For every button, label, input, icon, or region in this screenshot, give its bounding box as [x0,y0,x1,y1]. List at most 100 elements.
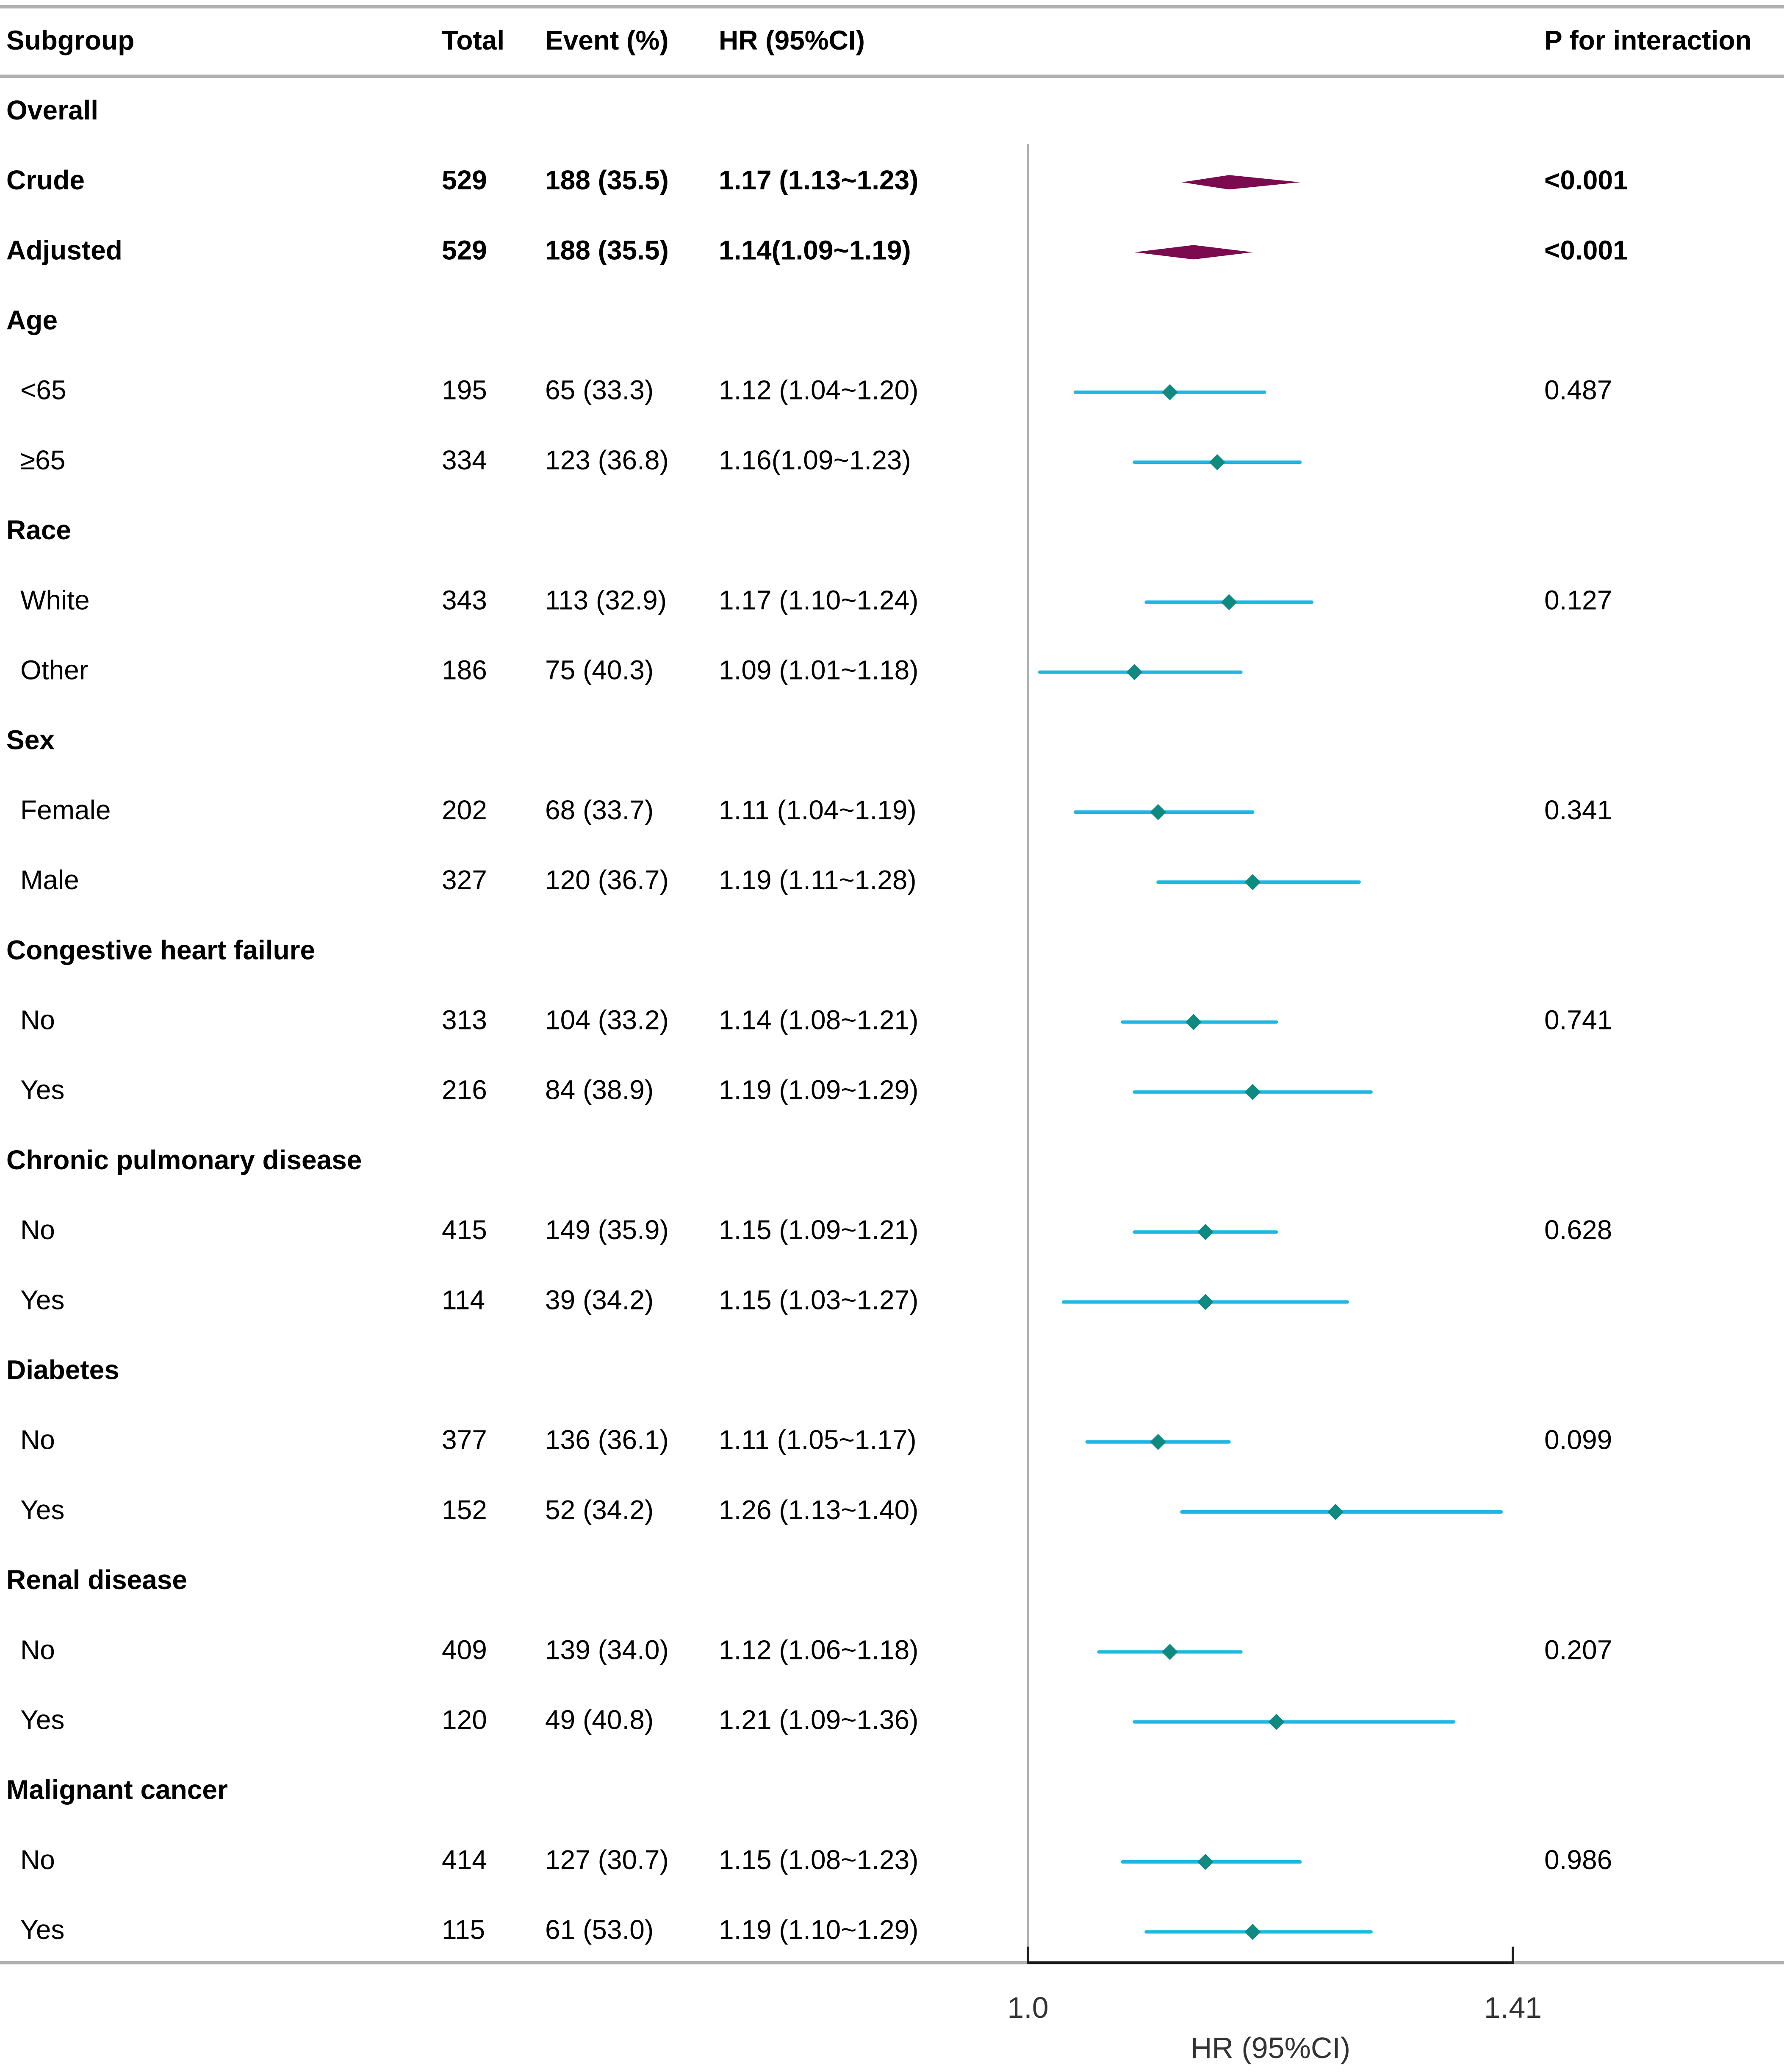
cell-event: 61 (53.0) [545,1914,654,1945]
forest-plot-area [1027,144,1503,1963]
cell-p-interaction: 0.986 [1544,1845,1612,1875]
row-label: No [20,1215,55,1245]
subgroup-row: Yes 120 49 (40.8) 1.21 (1.09~1.36) [20,1705,918,1735]
row-label: Renal disease [6,1564,187,1595]
cell-total: 415 [442,1215,487,1245]
group-header-row: Race [6,515,71,545]
cell-total: 414 [442,1845,487,1875]
subgroup-row: No 409 139 (34.0) 1.12 (1.06~1.18) 0.207 [20,1634,1612,1665]
row-label: Yes [20,1075,64,1105]
hr-point [1162,384,1178,400]
subgroup-row: ≥65 334 123 (36.8) 1.16(1.09~1.23) [20,445,911,475]
row-label: Female [20,795,111,825]
cell-event: 39 (34.2) [545,1284,654,1315]
hr-point [1244,1924,1261,1940]
group-header-row: Age [6,305,58,336]
cell-event: 188 (35.5) [545,165,669,195]
row-label: No [20,1005,55,1035]
cell-total: 186 [442,655,487,685]
hr-point [1197,1294,1213,1310]
row-label: Yes [20,1914,64,1945]
row-label: ≥65 [20,445,65,475]
cell-total: 377 [442,1425,487,1455]
row-label: No [20,1845,55,1875]
cell-p-interaction: 0.207 [1544,1634,1612,1665]
cell-hr: 1.15 (1.09~1.21) [719,1215,918,1245]
row-label: Congestive heart failure [6,935,315,965]
cell-event: 127 (30.7) [545,1845,669,1875]
cell-total: 409 [442,1634,487,1665]
cell-event: 113 (32.9) [545,585,667,615]
hr-point [1268,1714,1285,1730]
summary-row: Crude 529 188 (35.5) 1.17 (1.13~1.23) <0.001 [6,165,1628,195]
cell-event: 52 (34.2) [545,1495,654,1525]
subgroup-row: White 343 113 (32.9) 1.17 (1.10~1.24) 0.127 [20,585,1612,615]
hr-point [1126,664,1143,680]
cell-hr: 1.12 (1.04~1.20) [719,375,918,405]
x-tick-label: 1.41 [1484,1991,1542,2024]
cell-p-interaction: 0.341 [1544,795,1612,825]
cell-total: 343 [442,585,487,615]
cell-event: 65 (33.3) [545,375,654,405]
hr-point [1150,1434,1166,1450]
hr-point [1185,1014,1202,1030]
cell-event: 123 (36.8) [545,445,669,475]
cell-hr: 1.21 (1.09~1.36) [719,1705,918,1735]
hr-point [1150,804,1166,820]
summary-diamond [1182,175,1300,190]
cell-event: 104 (33.2) [545,1005,669,1035]
row-label: Other [20,655,88,685]
group-header-row: Diabetes [6,1355,119,1385]
cell-event: 75 (40.3) [545,655,654,685]
row-label: Yes [20,1705,64,1735]
hr-point [1221,594,1237,610]
cell-hr: 1.12 (1.06~1.18) [719,1634,918,1665]
subgroup-row: No 415 149 (35.9) 1.15 (1.09~1.21) 0.628 [20,1215,1612,1245]
cell-event: 49 (40.8) [545,1705,654,1735]
group-header-row: Sex [6,725,55,755]
subgroup-row: No 313 104 (33.2) 1.14 (1.08~1.21) 0.741 [20,1005,1612,1035]
subgroup-row: Male 327 120 (36.7) 1.19 (1.11~1.28) [20,865,917,895]
hr-point [1162,1644,1178,1660]
subgroup-row: Yes 115 61 (53.0) 1.19 (1.10~1.29) [20,1914,918,1945]
cell-hr: 1.19 (1.10~1.29) [719,1914,918,1945]
row-label: Age [6,305,58,336]
subgroup-row: No 377 136 (36.1) 1.11 (1.05~1.17) 0.099 [20,1425,1612,1455]
cell-total: 216 [442,1075,487,1105]
cell-hr: 1.15 (1.08~1.23) [719,1845,918,1875]
cell-hr: 1.09 (1.01~1.18) [719,655,918,685]
subgroup-row: No 414 127 (30.7) 1.15 (1.08~1.23) 0.986 [20,1845,1612,1875]
group-header-row: Overall [6,95,98,125]
row-label: Adjusted [6,235,122,265]
cell-total: 529 [442,235,487,265]
cell-p-interaction: <0.001 [1544,165,1628,195]
subgroup-row: Yes 114 39 (34.2) 1.15 (1.03~1.27) [20,1284,918,1315]
cell-p-interaction: <0.001 [1544,235,1628,265]
cell-p-interaction: 0.127 [1544,585,1612,615]
column-header-subgroup: Subgroup [6,25,134,55]
row-label: Malignant cancer [6,1775,228,1805]
column-header-event: Event (%) [545,25,669,55]
cell-event: 139 (34.0) [545,1634,669,1665]
row-label: <65 [20,375,66,405]
cell-hr: 1.17 (1.13~1.23) [719,165,918,195]
cell-hr: 1.11 (1.05~1.17) [719,1425,917,1455]
row-label: Yes [20,1495,64,1525]
cell-total: 327 [442,865,487,895]
cell-hr: 1.15 (1.03~1.27) [719,1284,918,1315]
cell-event: 149 (35.9) [545,1215,669,1245]
row-label: Sex [6,725,55,755]
cell-hr: 1.19 (1.11~1.28) [719,865,917,895]
cell-total: 202 [442,795,487,825]
summary-diamond [1134,245,1253,260]
cell-hr: 1.16(1.09~1.23) [719,445,911,475]
cell-p-interaction: 0.487 [1544,375,1612,405]
cell-event: 188 (35.5) [545,235,669,265]
cell-p-interaction: 0.741 [1544,1005,1612,1035]
hr-point [1327,1504,1344,1520]
row-label: Diabetes [6,1355,119,1385]
cell-event: 136 (36.1) [545,1425,669,1455]
hr-point [1197,1854,1213,1870]
hr-point [1244,874,1261,890]
